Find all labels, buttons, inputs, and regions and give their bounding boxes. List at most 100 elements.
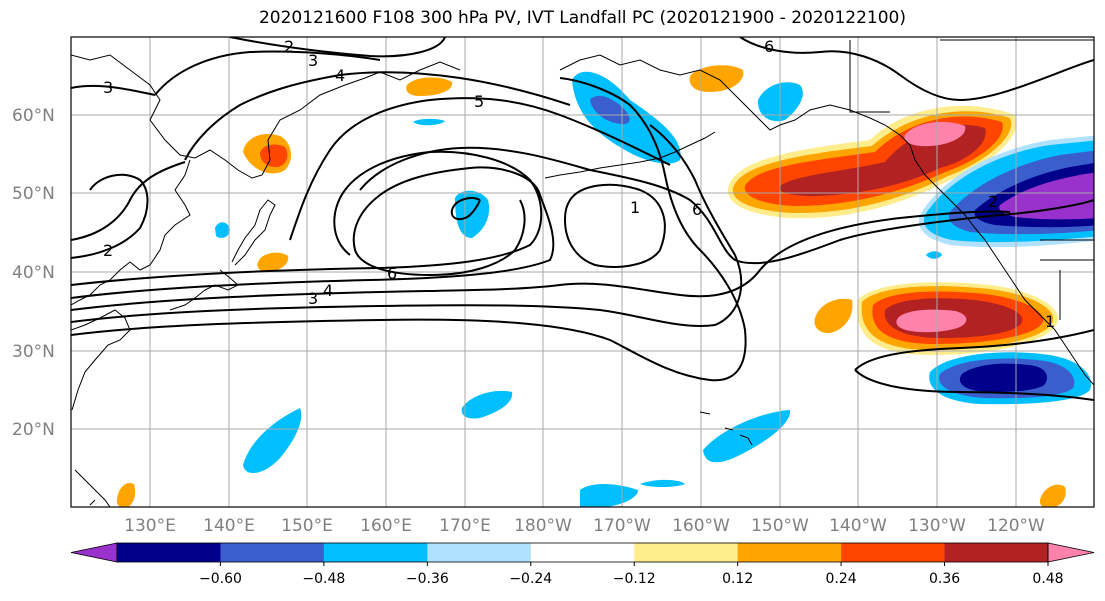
lon-label-170e: 170°E — [439, 516, 491, 536]
contour-line-2 — [71, 124, 743, 327]
colorbar-extend-right — [1047, 542, 1095, 563]
colorbar-tick-label: −0.60 — [199, 571, 242, 587]
contour-line-7 — [71, 150, 543, 286]
contour-line-13 — [229, 37, 446, 58]
contour-line-1 — [71, 77, 747, 382]
lon-label-130w: 130°W — [908, 516, 966, 536]
lat-label-20n: 20°N — [12, 420, 55, 440]
colorbar-ticks: −0.60 −0.48 −0.36 −0.24 −0.12 0.12 0.24 0.36 0.4… — [199, 562, 1064, 587]
colorbar-tick-label: −0.48 — [302, 571, 345, 587]
coastline-alaska — [559, 54, 1094, 386]
coastline-aleutians — [544, 131, 716, 179]
contour-line-3 — [71, 210, 1011, 311]
colorbar-outline — [116, 542, 1049, 563]
contour-label-6-central: 6 — [387, 264, 397, 283]
cold-anomaly-south-3 — [959, 363, 1047, 392]
lon-label-150e: 150°E — [281, 516, 333, 536]
contour-label-2-west: 2 — [103, 241, 113, 260]
cold-anomaly-small-c — [926, 251, 942, 259]
contour-label-4-north: 4 — [335, 66, 345, 85]
colorbar-cell — [117, 543, 221, 562]
contour-label-6-north: 6 — [764, 37, 774, 56]
warm-anomaly-small-6 — [1039, 484, 1066, 507]
contour-label-4-south: 4 — [323, 281, 333, 300]
cold-anomaly-small-d — [640, 479, 685, 487]
cold-anomaly-small-b — [413, 118, 445, 126]
contour-label-2-north: 2 — [284, 37, 294, 56]
coastlines — [71, 39, 1094, 507]
cold-anomaly-small-a — [215, 222, 230, 238]
lon-label-130e: 130°E — [124, 516, 176, 536]
contour-line-14 — [71, 173, 149, 259]
lon-label-120w: 120°W — [987, 516, 1045, 536]
colorbar-cell — [737, 543, 842, 562]
colorbar-tick-label: −0.12 — [613, 571, 656, 587]
lat-label-30n: 30°N — [12, 342, 55, 362]
pv-contours — [71, 37, 1094, 401]
colorbar: −0.60 −0.48 −0.36 −0.24 −0.12 0.12 0.24 0.36 0.4… — [70, 542, 1095, 587]
lat-label-40n: 40°N — [12, 263, 55, 283]
lat-label-60n: 60°N — [12, 106, 55, 126]
cold-anomaly-sw-1 — [243, 408, 302, 474]
lon-label-160w: 160°W — [672, 516, 730, 536]
contour-line-12 — [71, 50, 381, 96]
warm-anomaly-small-2 — [406, 77, 453, 96]
contour-label-3-north: 3 — [308, 51, 318, 70]
contour-label-6-east: 6 — [692, 200, 702, 219]
latitude-labels: 60°N 50°N 40°N 30°N 20°N — [12, 106, 55, 440]
contour-label-5: 5 — [474, 92, 484, 111]
contour-labels: 2 3 4 5 6 1 6 3 2 6 4 3 2 1 — [103, 37, 1055, 331]
warm-anomaly-subtropics-5 — [896, 309, 967, 333]
warm-anomaly-small-4 — [257, 252, 289, 272]
colorbar-cell — [634, 543, 739, 562]
figure-title: 2020121600 F108 300 hPa PV, IVT Landfall… — [258, 8, 906, 28]
coastline-asia — [71, 54, 461, 306]
contour-line-4 — [71, 166, 555, 299]
contour-line-5 — [450, 197, 481, 221]
colorbar-tick-label: −0.24 — [509, 571, 552, 587]
colorbar-tick-label: 0.24 — [826, 571, 857, 587]
warm-anomaly-small-5 — [116, 483, 136, 507]
lon-label-160e: 160°E — [360, 516, 412, 536]
colorbar-tick-label: −0.36 — [406, 571, 449, 587]
lat-label-50n: 50°N — [12, 184, 55, 204]
lon-label-140w: 140°W — [829, 516, 887, 536]
coastline-north-america-interior — [849, 39, 1094, 320]
colorbar-cell — [220, 543, 325, 562]
contour-line-11 — [71, 161, 186, 241]
cold-anomaly-sw-2 — [461, 390, 513, 419]
colorbar-extend-left — [70, 542, 118, 563]
shaded-anomalies — [116, 65, 1094, 507]
warm-anomaly-gulf-5 — [904, 121, 966, 147]
warm-anomaly-kamchatka-2 — [260, 144, 288, 168]
colorbar-cells — [117, 543, 1049, 562]
colorbar-cell — [944, 543, 1049, 562]
colorbar-tick-label: 0.48 — [1032, 571, 1063, 587]
lon-label-180w: 180°W — [514, 516, 572, 536]
coastline-hawaii — [699, 411, 753, 446]
lon-label-170w: 170°W — [593, 516, 651, 536]
contour-line-9 — [289, 97, 671, 241]
colorbar-cell — [427, 543, 532, 562]
contour-line-15 — [739, 37, 1094, 102]
contour-label-3-west: 3 — [103, 78, 113, 97]
contour-line-10 — [184, 71, 571, 161]
contour-label-1-east: 1 — [1045, 312, 1055, 331]
contour-line-8 — [359, 146, 1094, 265]
lon-label-140e: 140°E — [203, 516, 255, 536]
cold-anomaly-central — [455, 190, 490, 238]
colorbar-tick-label: 0.12 — [722, 571, 753, 587]
colorbar-cell — [841, 543, 946, 562]
warm-anomaly-small-1 — [814, 298, 853, 334]
coastline-philippines — [74, 469, 111, 507]
contour-label-1: 1 — [630, 198, 640, 217]
cold-anomaly-west-5 — [999, 172, 1094, 220]
lon-label-150w: 150°W — [751, 516, 809, 536]
map-content: 2 3 4 5 6 1 6 3 2 6 4 3 2 1 — [71, 37, 1094, 507]
contour-label-3-south: 3 — [308, 289, 318, 308]
contour-label-2-east: 2 — [988, 192, 998, 211]
cold-anomaly-sw-3 — [580, 484, 638, 507]
longitude-labels: 130°E 140°E 150°E 160°E 170°E 180°W 170°… — [124, 516, 1045, 536]
colorbar-tick-label: 0.36 — [929, 571, 960, 587]
